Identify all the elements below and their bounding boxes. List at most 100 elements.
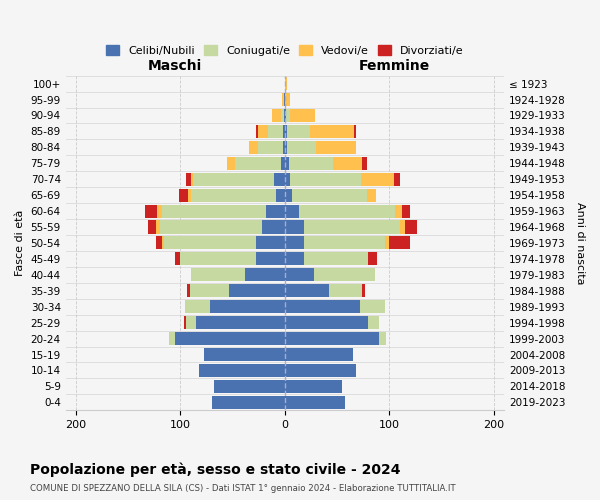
Bar: [395, 204, 401, 218]
Text: Popolazione per età, sesso e stato civile - 2024: Popolazione per età, sesso e stato civil…: [30, 462, 401, 477]
Bar: [257, 125, 268, 138]
Bar: [353, 125, 356, 138]
Bar: [256, 252, 285, 266]
Bar: [191, 268, 245, 281]
Bar: [227, 157, 235, 170]
Y-axis label: Fasce di età: Fasce di età: [15, 210, 25, 276]
Bar: [287, 141, 316, 154]
Bar: [285, 236, 304, 250]
Bar: [285, 252, 304, 266]
Bar: [285, 396, 346, 409]
Bar: [187, 284, 190, 298]
Bar: [285, 268, 314, 281]
Bar: [157, 220, 160, 234]
Bar: [160, 220, 262, 234]
Bar: [401, 204, 410, 218]
Bar: [379, 332, 386, 345]
Bar: [314, 268, 374, 281]
Bar: [367, 188, 376, 202]
Bar: [161, 236, 164, 250]
Bar: [285, 93, 290, 106]
Bar: [281, 93, 283, 106]
Bar: [285, 300, 360, 313]
Bar: [389, 236, 410, 250]
Bar: [316, 141, 356, 154]
Bar: [333, 157, 362, 170]
Bar: [285, 77, 287, 90]
Bar: [285, 364, 356, 377]
Bar: [245, 268, 285, 281]
Bar: [283, 93, 284, 106]
Bar: [281, 109, 284, 122]
Bar: [299, 204, 395, 218]
Bar: [274, 172, 285, 186]
Bar: [304, 236, 385, 250]
Bar: [304, 252, 368, 266]
Bar: [179, 188, 188, 202]
Text: Femmine: Femmine: [359, 60, 430, 74]
Bar: [285, 316, 368, 329]
Bar: [193, 172, 274, 186]
Bar: [285, 380, 342, 393]
Bar: [250, 141, 257, 154]
Bar: [185, 316, 196, 329]
Bar: [157, 236, 161, 250]
Bar: [285, 188, 292, 202]
Bar: [262, 220, 285, 234]
Bar: [329, 284, 362, 298]
Bar: [175, 252, 181, 266]
Bar: [175, 332, 285, 345]
Bar: [209, 300, 285, 313]
Bar: [285, 284, 329, 298]
Bar: [164, 236, 256, 250]
Bar: [256, 236, 285, 250]
Bar: [161, 204, 266, 218]
Bar: [190, 284, 229, 298]
Bar: [285, 109, 286, 122]
Bar: [292, 188, 367, 202]
Bar: [188, 188, 191, 202]
Bar: [268, 125, 283, 138]
Bar: [285, 220, 304, 234]
Bar: [272, 109, 281, 122]
Bar: [181, 252, 256, 266]
Bar: [169, 332, 175, 345]
Bar: [256, 125, 257, 138]
Bar: [196, 316, 285, 329]
Bar: [290, 109, 315, 122]
Bar: [285, 172, 290, 186]
Bar: [157, 204, 161, 218]
Bar: [281, 157, 285, 170]
Bar: [214, 380, 285, 393]
Bar: [285, 125, 287, 138]
Bar: [285, 141, 287, 154]
Bar: [368, 316, 379, 329]
Bar: [385, 236, 389, 250]
Bar: [290, 172, 361, 186]
Bar: [405, 220, 418, 234]
Bar: [284, 109, 285, 122]
Bar: [277, 188, 285, 202]
Legend: Celibi/Nubili, Coniugati/e, Vedovi/e, Divorziati/e: Celibi/Nubili, Coniugati/e, Vedovi/e, Di…: [101, 41, 468, 60]
Bar: [310, 125, 353, 138]
Bar: [185, 300, 209, 313]
Bar: [394, 172, 400, 186]
Bar: [304, 220, 400, 234]
Bar: [368, 252, 377, 266]
Bar: [285, 204, 299, 218]
Bar: [284, 93, 285, 106]
Bar: [148, 220, 157, 234]
Bar: [235, 157, 281, 170]
Bar: [283, 141, 285, 154]
Bar: [362, 284, 365, 298]
Bar: [400, 220, 405, 234]
Bar: [285, 157, 289, 170]
Bar: [266, 204, 285, 218]
Bar: [257, 141, 283, 154]
Bar: [205, 348, 285, 361]
Text: Maschi: Maschi: [148, 60, 202, 74]
Text: COMUNE DI SPEZZANO DELLA SILA (CS) - Dati ISTAT 1° gennaio 2024 - Elaborazione T: COMUNE DI SPEZZANO DELLA SILA (CS) - Dat…: [30, 484, 455, 493]
Bar: [199, 364, 285, 377]
Bar: [360, 300, 385, 313]
Bar: [191, 172, 193, 186]
